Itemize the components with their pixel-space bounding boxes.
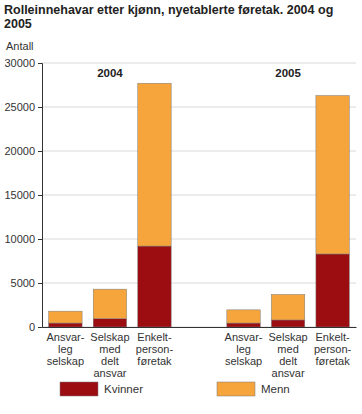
bar xyxy=(49,311,82,323)
tick: Selskapmeddeltansvar xyxy=(269,331,308,379)
grid-line xyxy=(42,195,356,196)
tick-label: 20000 xyxy=(4,145,35,157)
legend-item: Menn xyxy=(217,382,290,396)
tick: Ansvar-legselskap xyxy=(225,331,263,367)
tick-label: Ansvar-legselskap xyxy=(225,331,263,367)
tick-mark xyxy=(38,283,42,284)
tick-mark xyxy=(38,107,42,108)
tick: 10000 xyxy=(4,233,42,245)
legend-swatch xyxy=(217,382,255,396)
tick: 5000 xyxy=(11,277,42,289)
tick: 25000 xyxy=(4,101,42,113)
grid-line xyxy=(42,63,356,64)
grid-line xyxy=(42,151,356,152)
bar xyxy=(271,294,304,320)
tick-label: 25000 xyxy=(4,101,35,113)
tick-mark xyxy=(38,195,42,196)
tick-mark xyxy=(38,151,42,152)
bar xyxy=(316,96,349,254)
y-axis: 0 5000 10000 15000 20000 25000 30000 xyxy=(4,57,42,333)
x-axis: Ansvar-legselskapSelskapmeddeltansvarEnk… xyxy=(43,328,357,380)
y-axis-title: Antall xyxy=(6,40,34,52)
axis-line xyxy=(38,64,43,328)
tick-label: 30000 xyxy=(4,57,35,69)
tick-label: Selskapmeddeltansvar xyxy=(269,331,308,379)
tick-label: Enkelt-person-føretak xyxy=(314,331,352,367)
grid-line xyxy=(42,327,356,328)
tick: 20000 xyxy=(4,145,42,157)
bar xyxy=(227,310,260,323)
grid-line xyxy=(42,239,356,240)
axis-line xyxy=(43,327,357,328)
legend-label: Menn xyxy=(261,383,290,395)
tick-label: Ansvar-legselskap xyxy=(46,331,84,367)
tick-label: 5000 xyxy=(11,277,35,289)
bar xyxy=(138,246,171,327)
tick: Selskapmeddeltansvar xyxy=(90,331,129,379)
tick: 0 xyxy=(29,321,42,333)
tick: Ansvar-legselskap xyxy=(46,331,84,367)
grid-line xyxy=(42,283,356,284)
bar xyxy=(49,323,82,327)
tick-mark xyxy=(38,239,42,240)
tick: 15000 xyxy=(4,189,42,201)
grid-line xyxy=(42,107,356,108)
tick-mark xyxy=(38,327,42,328)
group-label: 2004 xyxy=(97,67,123,79)
bar xyxy=(227,323,260,327)
tick-label: 0 xyxy=(29,321,35,333)
grid xyxy=(42,63,356,327)
legend: Kvinner Menn xyxy=(60,382,290,396)
tick-mark xyxy=(38,63,42,64)
legend-label: Kvinner xyxy=(104,383,143,395)
title: Rolleinnehavar etter kjønn, nyetablerte … xyxy=(4,3,333,31)
tick: 30000 xyxy=(4,57,42,69)
legend-item: Kvinner xyxy=(60,382,143,396)
group-label: 2005 xyxy=(275,67,301,79)
tick-label: Enkelt-person-føretak xyxy=(136,331,174,367)
bar xyxy=(271,320,304,327)
bars xyxy=(49,83,350,327)
bar xyxy=(138,83,171,246)
tick-label: 10000 xyxy=(4,233,35,245)
chart: Rolleinnehavar etter kjønn, nyetablerte … xyxy=(0,0,362,414)
bar xyxy=(316,254,349,327)
bar xyxy=(93,289,126,318)
tick: Enkelt-person-føretak xyxy=(136,331,174,367)
bar xyxy=(93,319,126,327)
tick-label: Selskapmeddeltansvar xyxy=(90,331,129,379)
tick: Enkelt-person-føretak xyxy=(314,331,352,367)
legend-swatch xyxy=(60,382,98,396)
tick-label: 15000 xyxy=(4,189,35,201)
